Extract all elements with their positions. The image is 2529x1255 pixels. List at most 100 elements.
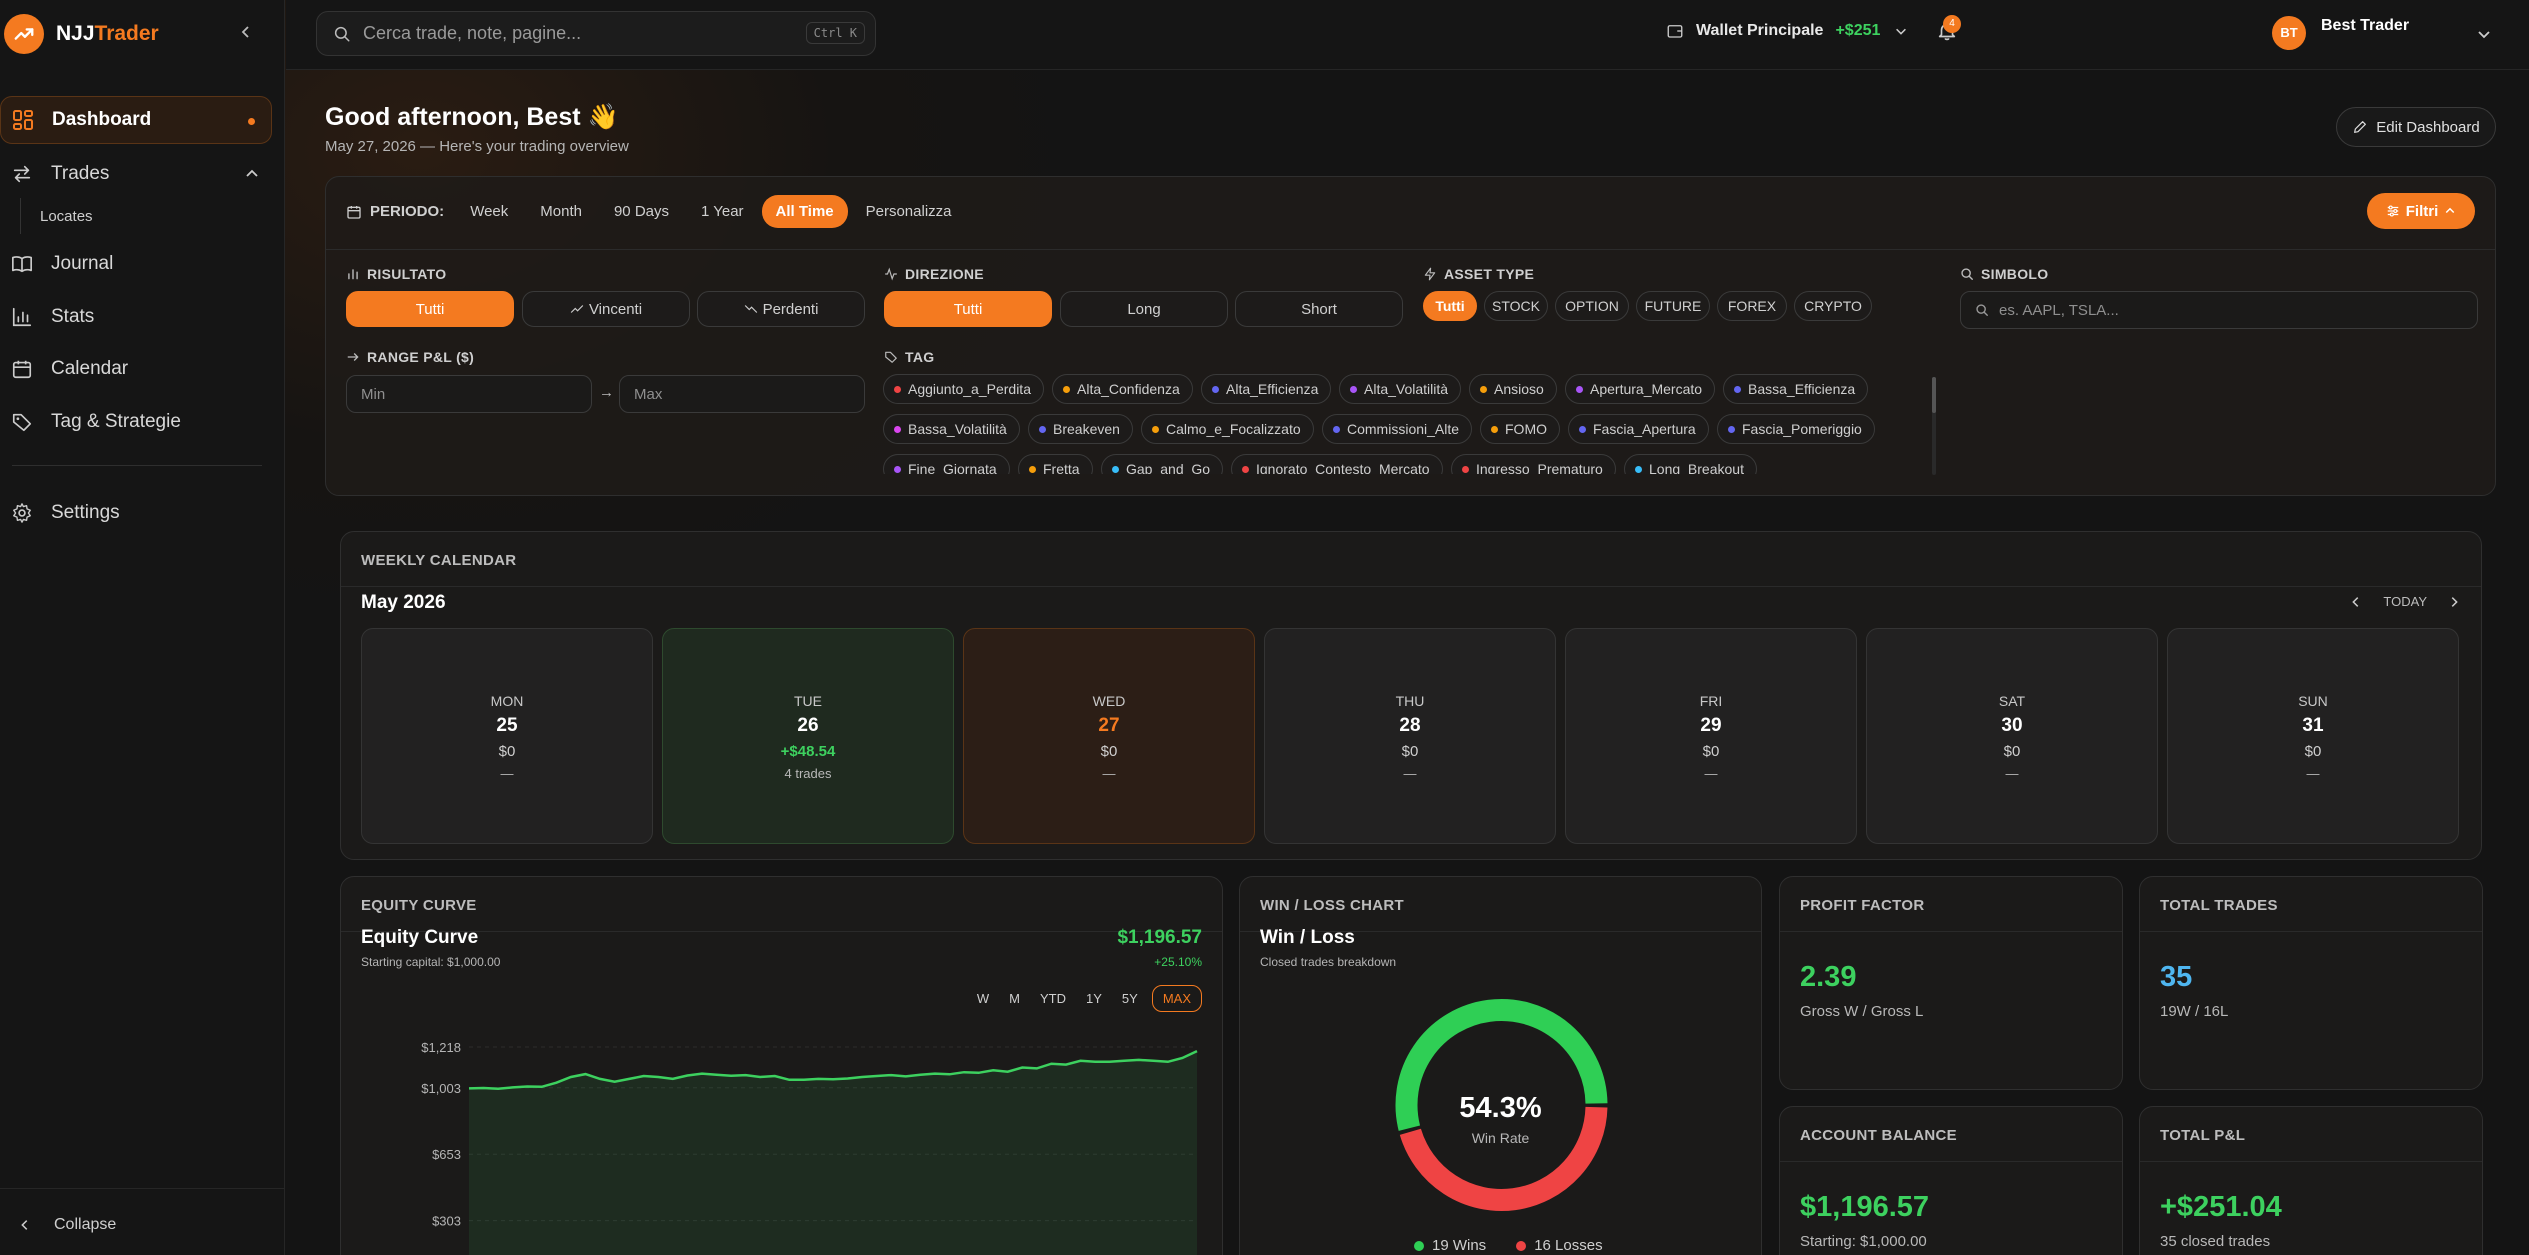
sidebar-toggle-icon[interactable]	[238, 24, 254, 40]
period-90-days[interactable]: 90 Days	[613, 203, 669, 220]
asset-forex[interactable]: FOREX	[1717, 291, 1787, 321]
period-month[interactable]: Month	[540, 203, 582, 220]
edit-dashboard-button[interactable]: Edit Dashboard	[2336, 107, 2496, 147]
submenu-line	[20, 198, 21, 234]
day-cell-wed[interactable]: WED 27 $0—	[963, 628, 1255, 844]
sidebar-item-label: Stats	[51, 306, 95, 327]
tag-chip[interactable]: Alta_Volatilità	[1339, 374, 1462, 404]
range-max[interactable]: MAX	[1151, 985, 1202, 1012]
tag-chip[interactable]: Fretta	[1018, 454, 1093, 474]
tag-chip[interactable]: Aggiunto_a_Perdita	[883, 374, 1044, 404]
search-icon	[1975, 303, 1989, 317]
collapse-button[interactable]: Collapse	[18, 1216, 116, 1234]
tag-label: Alta_Efficienza	[1226, 381, 1319, 397]
tag-chip[interactable]: Fine_Giornata	[883, 454, 1010, 474]
wallet-selector[interactable]: Wallet Principale +$251	[1666, 22, 1908, 40]
range-ytd[interactable]: YTD	[1040, 991, 1067, 1006]
period-1-year[interactable]: 1 Year	[701, 203, 744, 220]
tag-chip[interactable]: FOMO	[1480, 414, 1560, 444]
logo[interactable]: NJJTrader	[0, 14, 159, 54]
tag-scrollbar[interactable]	[1932, 377, 1936, 413]
range-1y[interactable]: 1Y	[1086, 991, 1102, 1006]
asset-crypto[interactable]: CRYPTO	[1794, 291, 1872, 321]
period-personalizza[interactable]: Personalizza	[865, 203, 952, 220]
tag-chip[interactable]: Ignorato_Contesto_Mercato	[1231, 454, 1443, 474]
sidebar-item-settings[interactable]: Settings	[0, 489, 272, 537]
sidebar-item-calendar[interactable]: Calendar	[0, 345, 272, 393]
asset-tutti[interactable]: Tutti	[1423, 291, 1477, 321]
sidebar: NJJTrader Dashboard Trades Locates Journ…	[0, 0, 285, 1255]
tag-chip[interactable]: Alta_Confidenza	[1052, 374, 1193, 404]
day-cell-mon[interactable]: MON 25 $0—	[361, 628, 653, 844]
filtri-button[interactable]: Filtri	[2367, 193, 2475, 229]
donut-losses-slice[interactable]	[1399, 1106, 1608, 1211]
tag-chip[interactable]: Ansioso	[1469, 374, 1557, 404]
range-min-input[interactable]: Min	[346, 375, 592, 413]
sidebar-item-tag-strategie[interactable]: Tag & Strategie	[0, 398, 272, 446]
book-icon	[9, 251, 35, 277]
total-pnl-value: +$251.04	[2160, 1191, 2282, 1223]
avatar[interactable]: BT	[2272, 16, 2306, 50]
tag-title: TAG	[884, 349, 934, 365]
range-5y[interactable]: 5Y	[1121, 991, 1138, 1006]
day-cell-sat[interactable]: SAT 30 $0—	[1866, 628, 2158, 844]
sidebar-item-journal[interactable]: Journal	[0, 240, 272, 288]
tag-chip[interactable]: Long_Breakout	[1624, 454, 1757, 474]
tag-chip[interactable]: Breakeven	[1028, 414, 1133, 444]
risultato-perdenti[interactable]: Perdenti	[697, 291, 865, 327]
sidebar-item-dashboard[interactable]: Dashboard	[0, 96, 272, 144]
period-week[interactable]: Week	[470, 203, 509, 220]
tag-label: Calmo_e_Focalizzato	[1166, 421, 1301, 437]
pulse-icon	[885, 267, 897, 281]
sidebar-item-locates[interactable]: Locates	[40, 208, 93, 225]
tag-icon	[885, 351, 897, 363]
search-input[interactable]: Cerca trade, note, pagine... Ctrl K	[316, 11, 876, 56]
equity-subtitle: Starting capital: $1,000.00	[361, 955, 501, 969]
tag-chip[interactable]: Gap_and_Go	[1101, 454, 1224, 474]
day-cell-thu[interactable]: THU 28 $0—	[1264, 628, 1556, 844]
day-cell-sun[interactable]: SUN 31 $0—	[2167, 628, 2459, 844]
asset-stock[interactable]: STOCK	[1484, 291, 1548, 321]
direzione-short[interactable]: Short	[1235, 291, 1403, 327]
tag-chip[interactable]: Fascia_Pomeriggio	[1717, 414, 1875, 444]
chevron-right-icon[interactable]	[2447, 595, 2461, 609]
direzione-long[interactable]: Long	[1060, 291, 1228, 327]
winloss-legend: 19 Wins 16 Losses	[1414, 1237, 1603, 1254]
winrate-value: 54.3%	[1459, 1092, 1542, 1124]
tag-chip[interactable]: Bassa_Efficienza	[1723, 374, 1869, 404]
tag-chip[interactable]: Commissioni_Alte	[1322, 414, 1473, 444]
chevron-left-icon[interactable]	[2349, 595, 2363, 609]
tag-chip[interactable]: Bassa_Volatilità	[883, 414, 1020, 444]
range-max-input[interactable]: Max	[619, 375, 865, 413]
tag-chip[interactable]: Fascia_Apertura	[1568, 414, 1709, 444]
tag-label: Gap_and_Go	[1126, 461, 1211, 474]
range-m[interactable]: M	[1009, 991, 1021, 1006]
today-button[interactable]: TODAY	[2383, 594, 2427, 609]
pencil-icon	[2354, 121, 2367, 133]
period-all-time[interactable]: All Time	[761, 195, 848, 228]
card-divider	[341, 931, 1222, 932]
tag-scroll-track[interactable]	[1932, 377, 1936, 475]
period-selector: PERIODO: Week Month 90 Days 1 Year All T…	[346, 195, 970, 228]
tag-chip[interactable]: Apertura_Mercato	[1565, 374, 1716, 404]
sliders-icon	[2387, 205, 2398, 217]
asset-future[interactable]: FUTURE	[1636, 291, 1710, 321]
simbolo-input[interactable]: es. AAPL, TSLA...	[1960, 291, 2478, 329]
range-w[interactable]: W	[976, 991, 990, 1006]
sidebar-item-stats[interactable]: Stats	[0, 293, 272, 341]
tag-chip[interactable]: Alta_Efficienza	[1201, 374, 1332, 404]
risultato-tutti[interactable]: Tutti	[346, 291, 514, 327]
sidebar-item-trades[interactable]: Trades	[0, 150, 272, 198]
tag-color-dot	[1242, 465, 1249, 473]
donut-wins-slice[interactable]	[1395, 999, 1608, 1131]
direzione-tutti[interactable]: Tutti	[884, 291, 1052, 327]
day-cell-tue[interactable]: TUE 26 +$48.54 4 trades	[662, 628, 954, 844]
username[interactable]: Best Trader	[2321, 17, 2410, 34]
day-cell-fri[interactable]: FRI 29 $0—	[1565, 628, 1857, 844]
tag-chip[interactable]: Calmo_e_Focalizzato	[1141, 414, 1314, 444]
swap-arrows-icon	[9, 161, 35, 187]
chevron-down-icon[interactable]	[2476, 26, 2492, 42]
asset-option[interactable]: OPTION	[1555, 291, 1629, 321]
risultato-vincenti[interactable]: Vincenti	[522, 291, 690, 327]
tag-chip[interactable]: Ingresso_Prematuro	[1451, 454, 1616, 474]
